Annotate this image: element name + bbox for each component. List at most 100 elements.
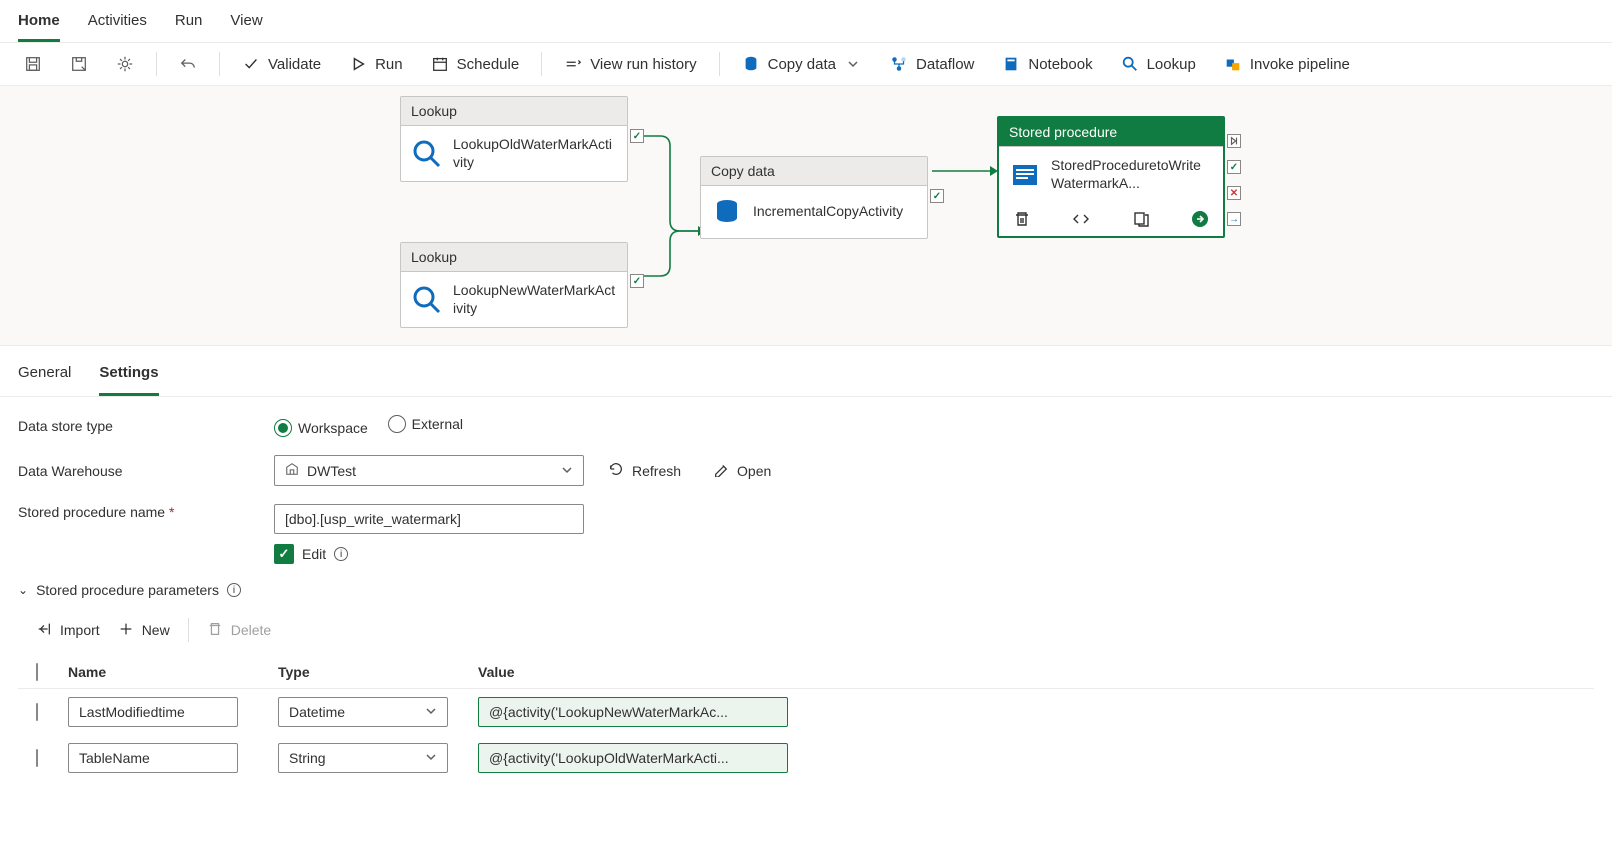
code-icon[interactable]: [1072, 210, 1090, 228]
delete-icon[interactable]: [1013, 210, 1031, 228]
param-value-expression[interactable]: @{activity('LookupNewWaterMarkAc...: [478, 697, 788, 727]
connector: [932, 161, 1002, 181]
save-button[interactable]: [12, 49, 54, 79]
validate-label: Validate: [268, 56, 321, 73]
handle-skip[interactable]: [1227, 134, 1241, 148]
history-icon: [564, 55, 582, 73]
tab-run[interactable]: Run: [175, 4, 203, 42]
lookup-icon: [411, 138, 443, 170]
refresh-button[interactable]: Refresh: [600, 457, 689, 484]
param-type-select[interactable]: String: [278, 743, 448, 773]
params-table: Name Type Value LastModifiedtime Datetim…: [18, 656, 1594, 781]
datawarehouse-label: Data Warehouse: [18, 463, 258, 479]
import-button[interactable]: Import: [36, 621, 100, 640]
lookup-icon: [411, 284, 443, 316]
separator: [219, 52, 220, 76]
invoke-button[interactable]: Invoke pipeline: [1212, 49, 1362, 79]
info-icon[interactable]: i: [227, 583, 241, 597]
lookup-icon: [1121, 55, 1139, 73]
run-activity-icon[interactable]: [1191, 210, 1209, 228]
storedproc-icon: [1009, 159, 1041, 191]
radio-external[interactable]: External: [388, 415, 463, 433]
handle-completion[interactable]: →: [1227, 212, 1241, 226]
node-copydata[interactable]: Copy data IncrementalCopyActivity: [700, 156, 928, 239]
new-label: New: [142, 622, 170, 638]
tab-home[interactable]: Home: [18, 4, 60, 42]
success-handle[interactable]: ✓: [930, 189, 944, 203]
node-stored-procedure[interactable]: Stored procedure StoredProceduretoWriteW…: [997, 116, 1225, 238]
copy-icon[interactable]: [1132, 210, 1150, 228]
chevron-down-icon: ⌄: [18, 583, 28, 597]
success-handle[interactable]: ✓: [630, 274, 644, 288]
radio-workspace[interactable]: Workspace: [274, 419, 368, 437]
output-handles: ✓ ✕ →: [1227, 134, 1241, 226]
param-type-select[interactable]: Datetime: [278, 697, 448, 727]
node-header: Copy data: [701, 157, 927, 186]
tab-activities[interactable]: Activities: [88, 4, 147, 42]
undo-button[interactable]: [167, 49, 209, 79]
param-value-expression[interactable]: @{activity('LookupOldWaterMarkActi...: [478, 743, 788, 773]
node-header: Lookup: [401, 97, 627, 126]
row-checkbox[interactable]: [36, 703, 38, 721]
params-section-header[interactable]: ⌄ Stored procedure parameters i: [18, 582, 1594, 598]
trash-icon: [207, 621, 223, 640]
new-button[interactable]: New: [118, 621, 170, 640]
node-header: Stored procedure: [999, 118, 1223, 147]
settings-form: Data store type Workspace External Data …: [0, 397, 1612, 799]
tab-settings[interactable]: Settings: [99, 354, 158, 396]
open-button[interactable]: Open: [705, 457, 779, 484]
tab-view[interactable]: View: [230, 4, 262, 42]
copydata-label: Copy data: [768, 56, 836, 73]
saveas-button[interactable]: [58, 49, 100, 79]
row-checkbox[interactable]: [36, 749, 38, 767]
chevron-down-icon: [844, 55, 862, 73]
node-lookup-old[interactable]: Lookup LookupOldWaterMarkActivity: [400, 96, 628, 182]
param-name-input[interactable]: TableName: [68, 743, 238, 773]
saveas-icon: [70, 55, 88, 73]
node-lookup-new[interactable]: Lookup LookupNewWaterMarkActivity: [400, 242, 628, 328]
node-title: LookupNewWaterMarkActivity: [453, 282, 617, 317]
settings-button[interactable]: [104, 49, 146, 79]
dataflow-icon: [890, 55, 908, 73]
tab-general[interactable]: General: [18, 354, 71, 396]
history-label: View run history: [590, 56, 696, 73]
history-button[interactable]: View run history: [552, 49, 708, 79]
run-button[interactable]: Run: [337, 49, 415, 79]
validate-button[interactable]: Validate: [230, 49, 333, 79]
copydata-button[interactable]: Copy data: [730, 49, 874, 79]
delete-label: Delete: [231, 622, 271, 638]
separator: [188, 618, 189, 642]
table-row: TableName String @{activity('LookupOldWa…: [18, 735, 1594, 781]
dataflow-button[interactable]: Dataflow: [878, 49, 986, 79]
edit-checkbox[interactable]: ✓: [274, 544, 294, 564]
sproc-name-input[interactable]: [dbo].[usp_write_watermark]: [274, 504, 584, 534]
delete-button[interactable]: Delete: [207, 621, 271, 640]
lookup-label: Lookup: [1147, 56, 1196, 73]
refresh-label: Refresh: [632, 463, 681, 479]
success-handle[interactable]: ✓: [630, 129, 644, 143]
import-label: Import: [60, 622, 100, 638]
database-icon: [711, 196, 743, 228]
handle-success[interactable]: ✓: [1227, 160, 1241, 174]
copydata-icon: [742, 55, 760, 73]
gear-icon: [116, 55, 134, 73]
select-all-checkbox[interactable]: [36, 663, 38, 681]
table-row: LastModifiedtime Datetime @{activity('Lo…: [18, 689, 1594, 736]
datawarehouse-select[interactable]: DWTest: [274, 455, 584, 486]
separator: [541, 52, 542, 76]
import-icon: [36, 621, 52, 640]
node-title: IncrementalCopyActivity: [753, 203, 903, 221]
lookup-button[interactable]: Lookup: [1109, 49, 1208, 79]
col-value: Value: [468, 656, 1594, 689]
dataflow-label: Dataflow: [916, 56, 974, 73]
schedule-label: Schedule: [457, 56, 520, 73]
radio-workspace-label: Workspace: [298, 420, 368, 436]
info-icon[interactable]: i: [334, 547, 348, 561]
param-name-input[interactable]: LastModifiedtime: [68, 697, 238, 727]
invoke-label: Invoke pipeline: [1250, 56, 1350, 73]
notebook-button[interactable]: Notebook: [990, 49, 1104, 79]
handle-fail[interactable]: ✕: [1227, 186, 1241, 200]
separator: [719, 52, 720, 76]
pipeline-canvas[interactable]: Lookup LookupOldWaterMarkActivity ✓ Look…: [0, 86, 1612, 346]
schedule-button[interactable]: Schedule: [419, 49, 532, 79]
